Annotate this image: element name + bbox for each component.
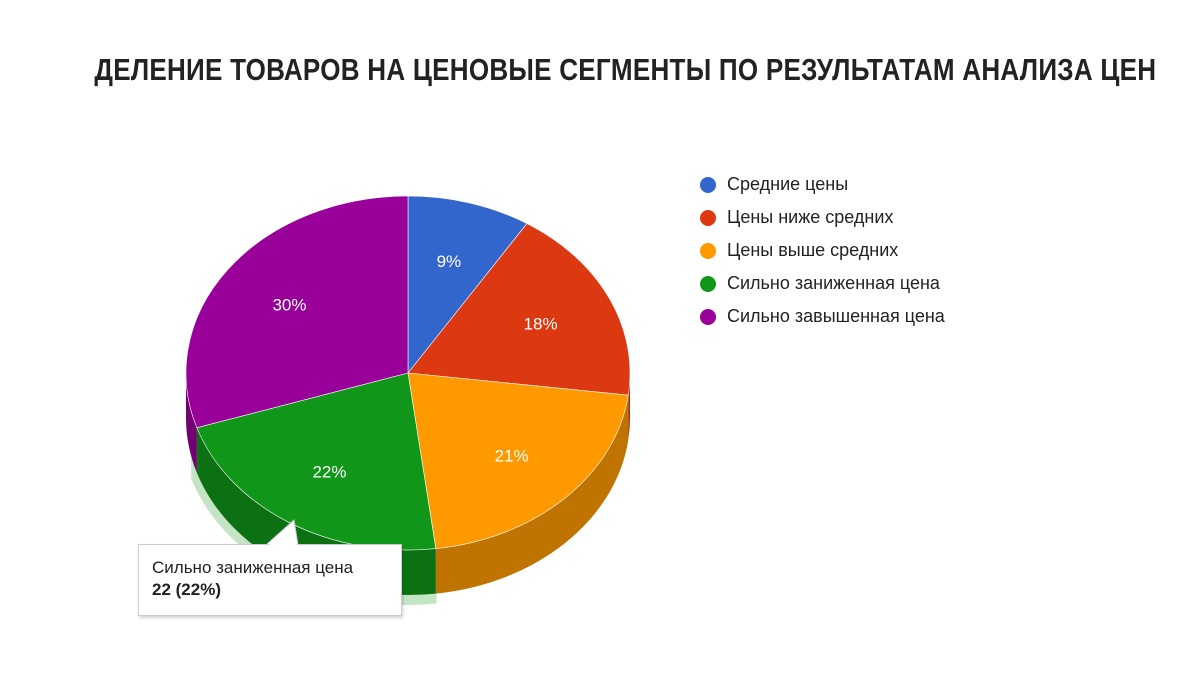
tooltip-label: Сильно заниженная цена — [152, 558, 354, 577]
legend-swatch — [700, 308, 716, 325]
legend-label: Цены ниже средних — [727, 207, 894, 227]
slice-tooltip: Сильно заниженная цена 22 (22%) — [138, 544, 402, 616]
pie-slice[interactable] — [407, 372, 629, 549]
legend-label: Средние цены — [727, 174, 849, 194]
legend-item[interactable]: Сильно завышенная цена — [700, 300, 945, 333]
pie-slice[interactable] — [407, 223, 631, 396]
slice-label: 9% — [437, 252, 462, 271]
legend-swatch — [700, 275, 716, 292]
slice-side — [435, 395, 629, 594]
legend-label: Сильно заниженная цена — [727, 273, 940, 293]
slice-label: 22% — [312, 463, 346, 482]
slice-label: 21% — [495, 447, 529, 466]
tooltip-value: 22 (22%) — [152, 580, 221, 599]
pie-slice[interactable] — [407, 195, 528, 374]
slice-label: 30% — [272, 295, 306, 314]
legend-item[interactable]: Средние цены — [700, 168, 945, 201]
legend-item[interactable]: Цены выше средних — [700, 234, 945, 267]
chart-legend: Средние цены Цены ниже средних Цены выше… — [700, 168, 945, 333]
legend-label: Сильно завышенная цена — [727, 306, 945, 326]
legend-swatch — [700, 242, 716, 259]
chart-title: ДЕЛЕНИЕ ТОВАРОВ НА ЦЕНОВЫЕ СЕГМЕНТЫ ПО Р… — [94, 52, 1157, 87]
slice-side — [628, 373, 630, 441]
slice-side — [186, 373, 197, 473]
legend-swatch — [700, 176, 716, 193]
legend-label: Цены выше средних — [727, 240, 899, 260]
pie-slice[interactable] — [185, 195, 409, 429]
legend-item[interactable]: Цены ниже средних — [700, 201, 945, 234]
legend-item[interactable]: Сильно заниженная цена — [700, 267, 945, 300]
legend-swatch — [700, 209, 716, 226]
slice-label: 18% — [524, 314, 558, 333]
